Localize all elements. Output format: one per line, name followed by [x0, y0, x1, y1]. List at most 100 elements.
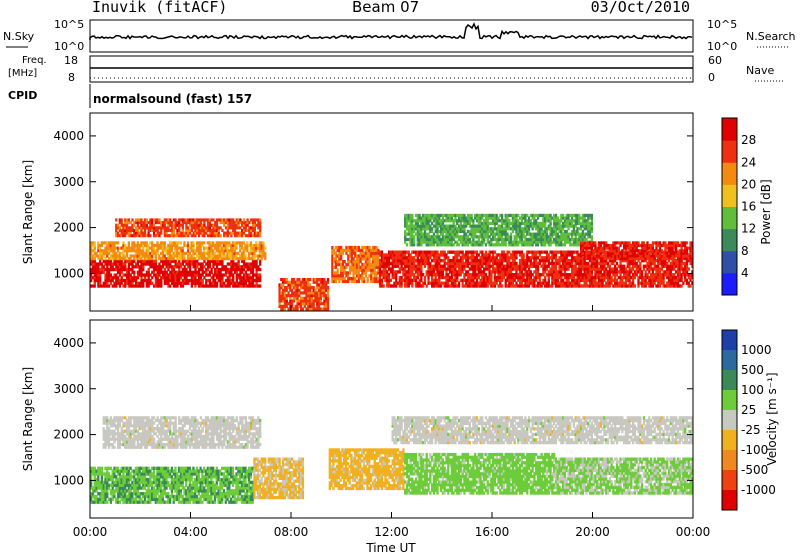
power-cell: [646, 264, 649, 268]
power-cell: [226, 223, 229, 227]
power-cell: [608, 281, 611, 285]
power-cell: [314, 288, 317, 292]
power-cell: [366, 268, 369, 272]
power-cell: [228, 221, 231, 225]
power-cell: [492, 281, 495, 285]
power-cell: [229, 251, 233, 255]
power-cell: [283, 294, 287, 298]
power-cell: [107, 273, 111, 277]
power-cell: [174, 221, 177, 225]
power-cell: [684, 275, 687, 280]
power-cell: [244, 278, 247, 283]
power-cell: [131, 234, 134, 238]
power-cell: [140, 284, 143, 288]
power-cell: [509, 284, 513, 288]
power-cell: [477, 237, 480, 242]
power-cell: [490, 216, 493, 220]
power-cell: [544, 250, 547, 254]
power-cell: [229, 243, 233, 248]
power-cell: [427, 273, 430, 277]
power-cell: [299, 304, 303, 308]
power-cell: [680, 275, 683, 280]
power-cell: [230, 262, 233, 266]
power-cell: [502, 227, 506, 231]
power-cell: [465, 273, 468, 277]
power-cell: [134, 257, 138, 261]
power-cell: [402, 253, 405, 257]
power-cell: [241, 270, 244, 274]
power-cell: [192, 241, 195, 245]
power-cell: [389, 267, 392, 271]
power-cell: [194, 231, 197, 235]
power-cell: [154, 262, 158, 266]
power-cell: [308, 299, 312, 303]
power-cell: [98, 257, 102, 261]
power-cell: [98, 251, 102, 255]
power-cell: [418, 224, 421, 228]
power-cell: [500, 235, 504, 239]
power-cell: [210, 218, 213, 222]
power-cell: [118, 267, 122, 272]
power-cell: [371, 268, 375, 272]
power-cell: [405, 258, 409, 263]
power-cell: [199, 243, 202, 248]
power-cell: [405, 270, 409, 274]
power-cell: [391, 256, 394, 260]
power-cell: [122, 251, 125, 255]
power-cell: [626, 264, 629, 268]
power-cell: [255, 254, 258, 258]
power-cell: [203, 246, 206, 250]
power-cell: [154, 243, 157, 248]
power-cell: [345, 245, 348, 250]
power-cell: [176, 257, 179, 261]
power-cell: [450, 270, 454, 274]
power-cell: [160, 284, 163, 288]
power-cell: [124, 243, 127, 248]
power-cell: [241, 221, 244, 225]
power-cell: [253, 234, 256, 238]
power-cell: [488, 267, 491, 271]
power-cell: [106, 246, 109, 250]
power-cell: [648, 284, 651, 288]
power-cell: [343, 276, 346, 281]
power-cell: [242, 265, 246, 269]
power-cell: [375, 265, 378, 269]
power-cell: [527, 237, 531, 242]
power-cell: [188, 257, 191, 261]
power-cell: [312, 304, 315, 308]
power-cell: [246, 284, 249, 288]
power-cell: [378, 264, 382, 268]
power-cell: [391, 250, 394, 254]
power-cell: [551, 264, 554, 268]
power-cell: [187, 218, 190, 222]
power-cell: [520, 232, 524, 236]
power-cell: [138, 246, 141, 250]
power-cell: [637, 264, 640, 268]
power-cell: [138, 221, 141, 225]
power-cell: [621, 275, 624, 280]
power-cell: [127, 281, 131, 285]
power-cell: [375, 279, 378, 284]
power-cell: [648, 278, 651, 283]
power-cell: [601, 261, 604, 266]
power-cell: [97, 278, 100, 283]
power-cell: [170, 259, 174, 263]
power-cell: [253, 265, 256, 269]
power-cell: [208, 241, 211, 245]
power-cell: [323, 283, 326, 287]
power-cell: [531, 227, 534, 231]
power-cell: [671, 258, 674, 263]
power-cell: [142, 226, 145, 230]
power-cell: [531, 243, 534, 247]
power-cell: [500, 243, 504, 247]
power-cell: [535, 256, 538, 260]
power-cell: [152, 259, 156, 263]
power-cell: [477, 275, 480, 280]
power-cell: [470, 227, 473, 231]
power-cell: [170, 278, 174, 283]
power-cell: [526, 270, 529, 274]
power-cell: [240, 251, 244, 255]
power-cell: [183, 243, 186, 248]
power-cell: [384, 275, 387, 280]
power-cell: [436, 273, 439, 277]
